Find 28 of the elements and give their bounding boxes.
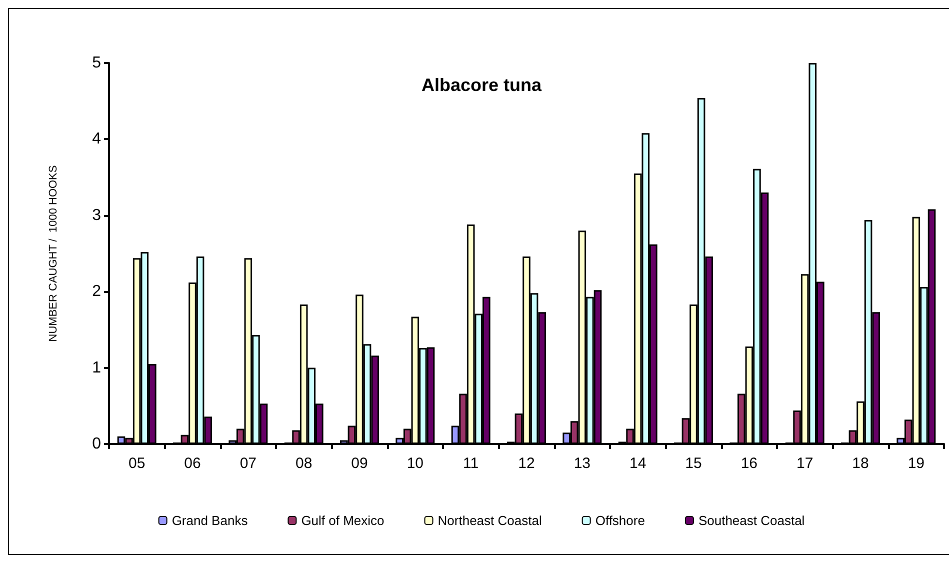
- x-tick-label: 16: [740, 455, 758, 472]
- legend-label: Northeast Coastal: [438, 513, 542, 528]
- x-tick-label: 06: [184, 455, 201, 472]
- x-tick-label: 08: [295, 455, 312, 472]
- legend-label: Gulf of Mexico: [301, 513, 384, 528]
- x-tick-label: 05: [128, 455, 146, 472]
- x-tick-label: 07: [240, 455, 257, 472]
- x-tick-label: 11: [463, 455, 479, 472]
- x-tick-label: 18: [852, 455, 869, 472]
- x-tick-label: 10: [406, 455, 424, 472]
- legend-label: Grand Banks: [172, 513, 248, 528]
- text: Albacore tuna: [421, 75, 542, 95]
- x-tick-label: 15: [685, 455, 702, 472]
- y-tick-label: 0: [92, 436, 102, 452]
- legend-label: Southeast Coastal: [698, 513, 805, 528]
- x-tick-label: 14: [629, 455, 646, 472]
- y-tick-label: 1: [92, 359, 102, 376]
- y-tick-label: 2: [92, 283, 102, 300]
- legend-label: Offshore: [595, 513, 645, 528]
- y-tick-label: 5: [92, 54, 102, 72]
- y-axis-title: NUMBER CAUGHT / 1000 HOOKS: [48, 165, 60, 342]
- y-tick-label: 4: [92, 130, 102, 148]
- x-tick-label: 17: [796, 455, 814, 472]
- y-tick-label: 3: [92, 206, 102, 224]
- x-tick-label: 13: [574, 455, 591, 472]
- x-tick-label: 19: [908, 455, 925, 472]
- x-tick-label: 12: [518, 455, 535, 472]
- x-tick-label: 09: [351, 455, 368, 472]
